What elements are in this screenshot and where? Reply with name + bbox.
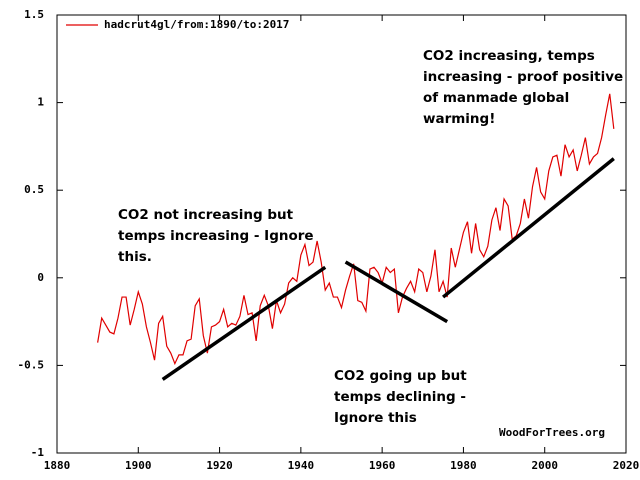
x-tick-label: 1980: [450, 459, 477, 472]
annotation: CO2 not increasing but: [118, 207, 294, 223]
annotation: temps increasing - Ignore: [118, 228, 314, 244]
annotation: of manmade global: [423, 90, 569, 106]
annotation: this.: [118, 249, 152, 265]
x-tick-label: 2000: [531, 459, 558, 472]
x-tick-label: 1940: [288, 459, 315, 472]
x-tick-label: 1920: [206, 459, 233, 472]
plot-frame: [56, 14, 627, 454]
y-tick-label: 0: [37, 271, 44, 284]
y-tick-label: 1.5: [24, 8, 44, 21]
legend-label: hadcrut4gl/from:1890/to:2017: [104, 18, 289, 31]
annotation: Ignore this: [334, 410, 417, 426]
annotation: CO2 increasing, temps: [423, 48, 595, 64]
x-tick-label: 2020: [613, 459, 640, 472]
annotation: warming!: [423, 111, 495, 127]
trend-line: [161, 265, 327, 381]
x-tick-label: 1900: [125, 459, 152, 472]
x-tick-label: 1960: [369, 459, 396, 472]
x-tick-label: 1880: [44, 459, 71, 472]
trend-line: [344, 260, 449, 324]
annotation: increasing - proof positive: [423, 69, 623, 85]
annotation: temps declining -: [334, 389, 466, 405]
trend-line: [442, 157, 615, 299]
watermark: WoodForTrees.org: [499, 426, 605, 439]
annotation: CO2 going up but: [334, 368, 467, 384]
y-tick-label: 0.5: [24, 183, 44, 196]
y-tick-label: -0.5: [18, 358, 45, 371]
y-tick-label: -1: [31, 446, 45, 459]
data-line: [97, 93, 615, 366]
y-tick-label: 1: [37, 96, 44, 109]
